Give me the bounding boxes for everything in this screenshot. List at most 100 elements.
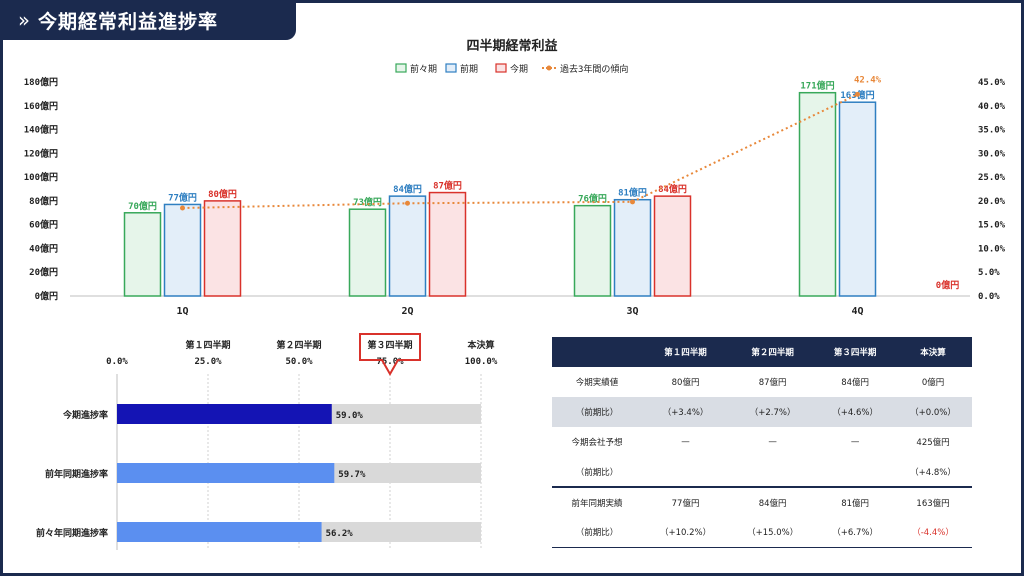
data-label: 171億円: [800, 80, 834, 92]
y-tick-label: 180億円: [24, 76, 58, 88]
data-label: 84億円: [393, 183, 422, 195]
table-cell: 84億円: [841, 378, 870, 388]
x-tick-label: 4Q: [851, 306, 863, 317]
progress-label: 56.2%: [326, 529, 354, 539]
chart-title: 四半期経常利益: [466, 38, 557, 54]
y-tick-label: 100億円: [24, 171, 58, 183]
bar-0-0: [123, 212, 162, 297]
progress-bar-2: [117, 522, 322, 542]
progress-rate-chart: 0.0% 第１四半期 25.0% 第２四半期 50.0% 第３四半期 75.0% 本決算 100…: [36, 333, 498, 550]
table-header-cell: 第２四半期: [729, 337, 817, 367]
bar-1-0: [163, 203, 202, 297]
table-cell: 81億円: [816, 486, 895, 517]
progress-label: 59.0%: [336, 411, 364, 421]
quarter-header: 本決算: [467, 339, 494, 351]
table-row: 今期実績値 80億円 87億円 84億円 0億円: [552, 367, 972, 397]
bar-0-2: [573, 204, 612, 297]
y-tick-label: 60億円: [29, 219, 58, 231]
data-label: 73億円: [353, 196, 382, 208]
table-cell: 87億円: [758, 378, 787, 388]
bar-0-3: [798, 91, 837, 297]
trend-point: [180, 205, 185, 211]
y-tick-label: 140億円: [24, 124, 58, 136]
x-tick-label: 1Q: [176, 306, 188, 317]
table-cell: 163億円: [894, 486, 972, 517]
legend-label: 今期: [510, 63, 528, 75]
bar-2-2: [653, 195, 692, 297]
trend-point: [855, 91, 860, 97]
y2-tick-label: 0.0%: [978, 292, 1000, 302]
x-tick-label: 100.0%: [465, 357, 498, 367]
table-cell: （+2.7%）: [729, 397, 817, 427]
legend-label: 前期: [460, 63, 478, 75]
legend-swatch: [495, 63, 507, 73]
category-label: 今期進捗率: [62, 409, 108, 421]
chart-legend: 前々期 前期 今期 過去3年間の傾向: [395, 63, 628, 75]
y2-tick-label: 35.0%: [978, 126, 1006, 136]
table-header-cell: 第３四半期: [816, 337, 895, 367]
legend-label: 前々期: [410, 63, 437, 75]
legend-swatch: [395, 63, 407, 73]
table-cell: 84億円: [729, 486, 817, 517]
table-cell: 今期実績値: [575, 378, 619, 388]
table-cell: （-4.4%）: [894, 517, 972, 548]
bar-2-1: [428, 191, 467, 297]
y-tick-label: 160億円: [24, 100, 58, 112]
table-header-cell: 第１四半期: [642, 337, 730, 367]
bar-2-0: [203, 200, 242, 297]
x-tick-label: 0.0%: [106, 357, 128, 367]
table-header-row: 第１四半期 第２四半期 第３四半期 本決算: [552, 337, 972, 367]
category-label: 前々年同期進捗率: [36, 527, 108, 539]
data-label: 70億円: [128, 200, 157, 212]
data-label: 76億円: [578, 193, 607, 205]
table-cell: —: [681, 437, 690, 447]
data-label: 80億円: [208, 188, 237, 200]
table-cell: （+0.0%）: [894, 397, 972, 427]
table-cell: 77億円: [642, 486, 730, 517]
x-tick-label: 50.0%: [285, 357, 313, 367]
bar-1-2: [613, 198, 652, 297]
x-tick-label: 75.0%: [376, 357, 404, 367]
x-tick-label: 25.0%: [194, 357, 222, 367]
table-header-cell: 本決算: [894, 337, 972, 367]
table-cell: 425億円: [916, 438, 950, 448]
page-title: 今期経常利益進捗率: [38, 10, 219, 33]
results-table: 第１四半期 第２四半期 第３四半期 本決算 今期実績値 80億円 87億円 84…: [552, 337, 972, 548]
quarter-header: 第２四半期: [276, 339, 321, 351]
table-cell: 前年同期実績: [552, 486, 642, 517]
table-cell: （+6.7%）: [816, 517, 895, 548]
table-cell: [642, 457, 729, 487]
current-quarter-marker: [359, 333, 421, 377]
table-cell: —: [850, 437, 860, 447]
table-cell: （+3.4%）: [642, 397, 730, 427]
bar-1-3: [838, 101, 877, 297]
y2-tick-label: 45.0%: [978, 78, 1006, 88]
y-tick-label: 40億円: [29, 242, 58, 254]
table-cell: 0億円: [921, 378, 945, 388]
data-label: 87億円: [433, 180, 462, 192]
table-cell: 80億円: [671, 378, 700, 388]
data-label: 0億円: [936, 279, 959, 291]
y-tick-label: 80億円: [29, 195, 58, 207]
y-tick-label: 120億円: [24, 147, 58, 159]
table-cell: （前期比）: [552, 517, 642, 548]
table-cell: （+15.0%）: [729, 517, 817, 548]
trend-point: [630, 199, 635, 205]
table-cell: [729, 457, 816, 487]
double-chevron-icon: ››: [18, 8, 30, 32]
table-row: （前期比） （+4.8%）: [552, 457, 972, 487]
trend-label: 42.4%: [854, 75, 882, 85]
trend-point: [405, 200, 410, 206]
table-row: 今期会社予想 — — — 425億円: [552, 427, 972, 457]
progress-bar-0: [117, 404, 332, 424]
y2-tick-label: 40.0%: [978, 102, 1006, 112]
legend-swatch: [546, 65, 552, 71]
bar-0-1: [348, 208, 387, 297]
table-cell: —: [768, 437, 777, 447]
progress-bar-1: [117, 463, 335, 483]
legend-label: 過去3年間の傾向: [560, 63, 628, 75]
table-cell: （前期比）: [575, 467, 619, 478]
category-label: 前年同期進捗率: [45, 468, 108, 480]
x-tick-label: 2Q: [401, 306, 413, 317]
table-row: （前期比） （+10.2%） （+15.0%） （+6.7%） （-4.4%）: [552, 517, 972, 548]
